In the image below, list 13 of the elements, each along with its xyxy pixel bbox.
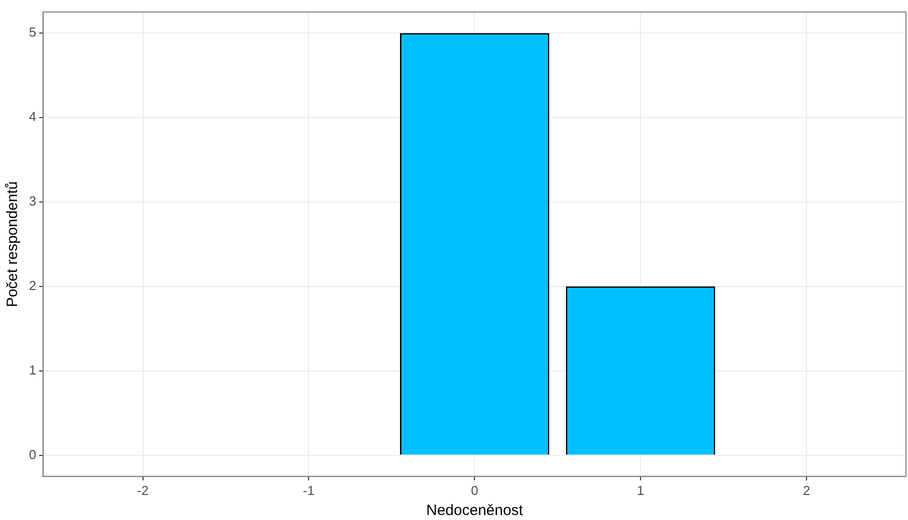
x-tick-label: 0 <box>471 482 478 498</box>
x-tick-label: -2 <box>137 482 149 498</box>
y-tick-label: 0 <box>28 446 36 462</box>
x-tick-label: -1 <box>302 482 314 498</box>
y-tick-label: 1 <box>28 362 36 378</box>
y-tick-label: 3 <box>28 194 36 209</box>
x-tick-label: 2 <box>802 482 810 498</box>
y-tick-label: 5 <box>28 24 36 40</box>
y-tick-label: 2 <box>28 278 36 293</box>
x-tick-label: 1 <box>636 482 644 498</box>
y-axis-title: Počet respondentů <box>4 181 22 308</box>
y-tick-label: 4 <box>28 109 36 124</box>
x-axis-title: Nedoceněnost <box>426 502 524 520</box>
